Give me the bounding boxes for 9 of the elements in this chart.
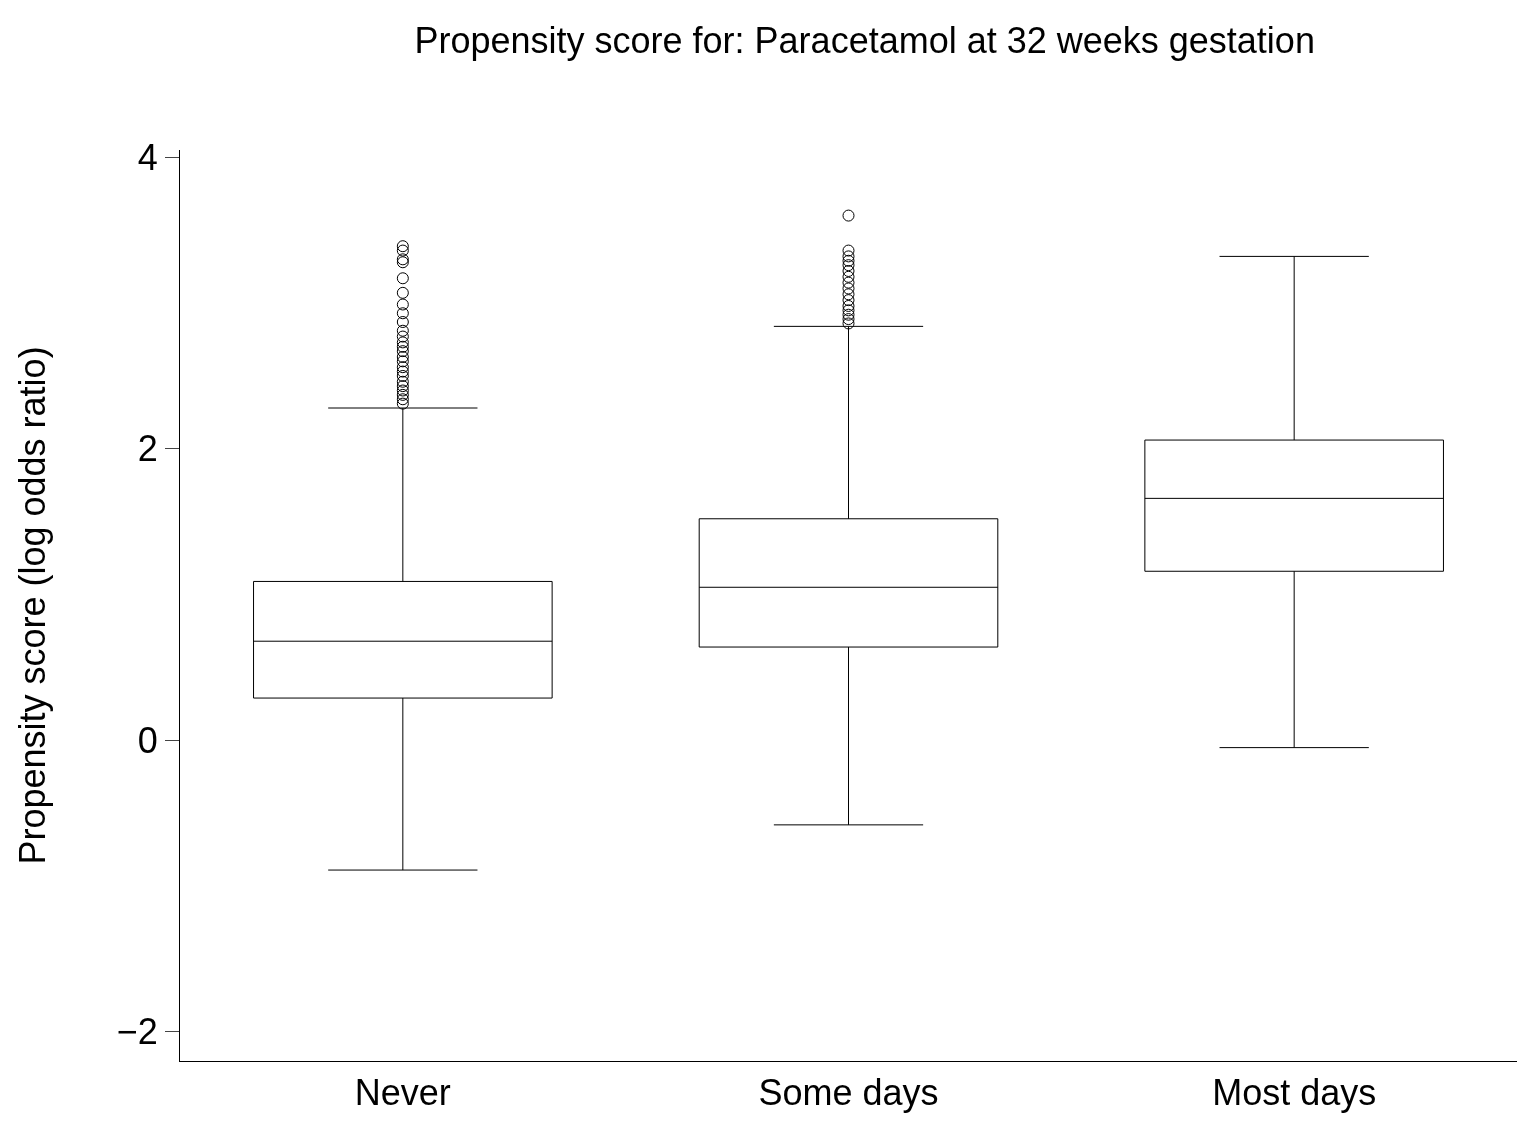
- y-axis-title: Propensity score (log odds ratio): [11, 346, 53, 865]
- y-tick-label: 2: [137, 428, 158, 470]
- x-tick-label: Some days: [758, 1072, 939, 1114]
- y-tick-label: 0: [137, 719, 158, 761]
- y-tick-label: −2: [116, 1011, 158, 1053]
- x-tick-label: Never: [354, 1072, 451, 1114]
- x-tick-label: Most days: [1212, 1072, 1377, 1114]
- chart-title: Propensity score for: Paracetamol at 32 weeks gestation: [414, 20, 1315, 62]
- y-tick-label: 4: [137, 136, 158, 178]
